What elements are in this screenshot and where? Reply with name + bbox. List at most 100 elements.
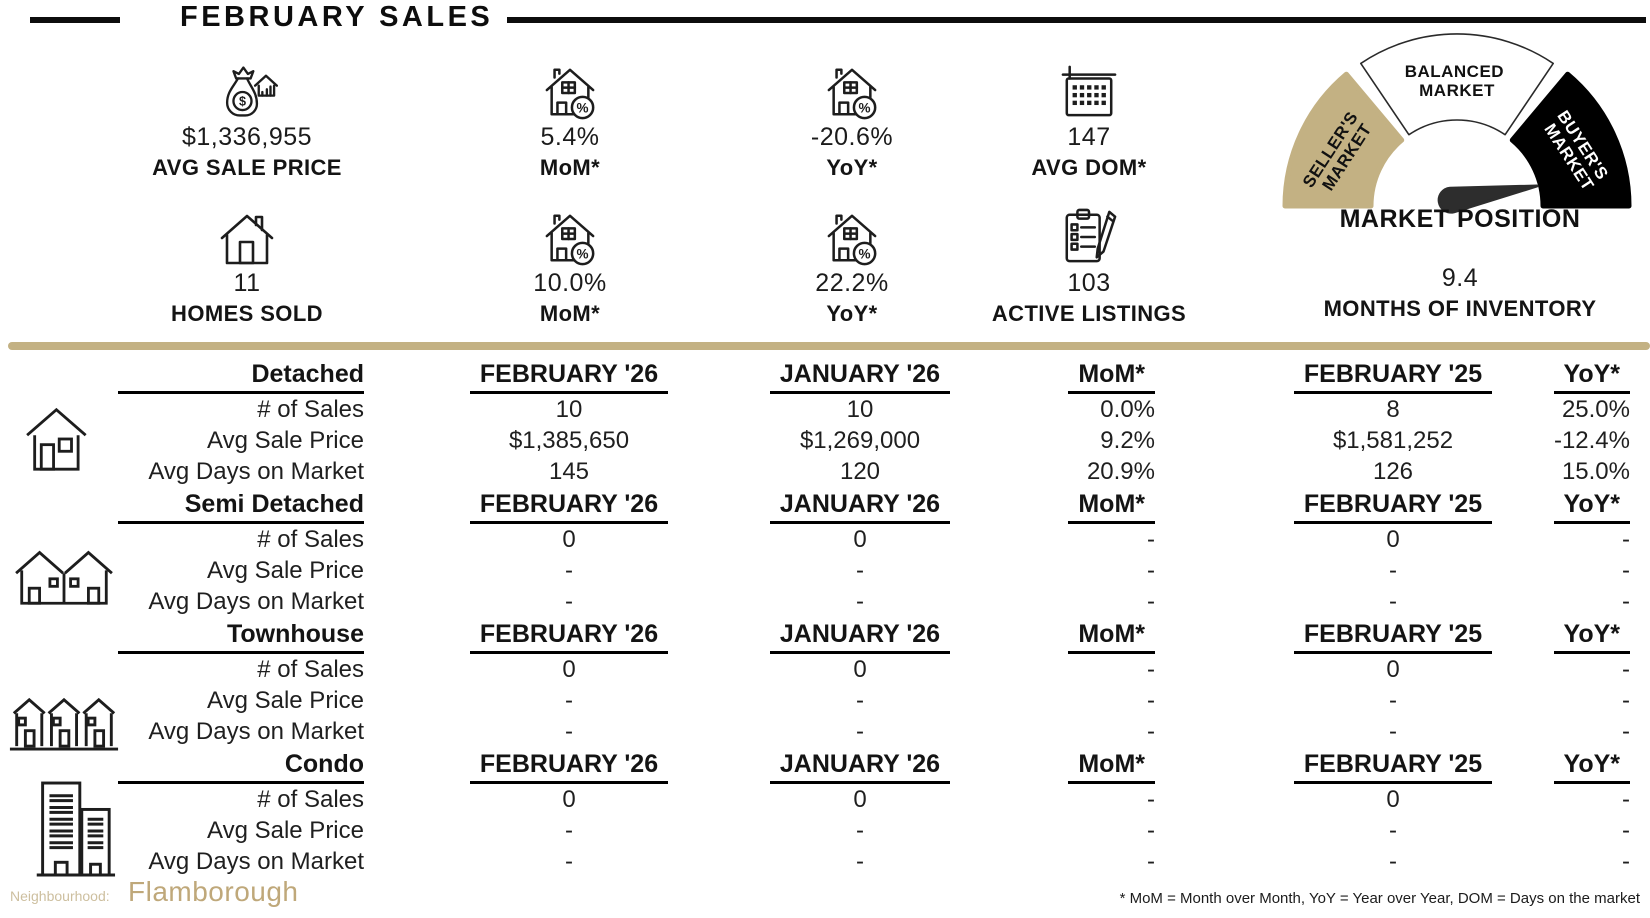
svg-text:%: % [577, 246, 589, 261]
stat-price-mom: % 5.4% MoM* [410, 66, 730, 181]
table-cell: 145 [548, 458, 590, 485]
table-cell: 120 [839, 458, 881, 485]
buyers-market-segment [1509, 71, 1632, 209]
table-cell: 0 [853, 785, 867, 813]
table-cell: - [1622, 525, 1630, 553]
table-cell: 0 [853, 655, 867, 683]
stat-value: 9.4 [1441, 264, 1479, 292]
section-name: Detached [118, 360, 364, 394]
stat-value: 147 [1067, 123, 1111, 151]
stat-price-yoy: % -20.6% YoY* [692, 66, 1012, 181]
house-percent-icon: % [410, 212, 730, 266]
stat-label: YoY* [826, 301, 878, 326]
column-header: JANUARY '26 [769, 620, 951, 654]
column-header: MoM* [1068, 620, 1155, 654]
table-cell: - [856, 848, 864, 875]
page-title: FEBRUARY SALES [180, 1, 494, 33]
table-cell: - [1389, 556, 1397, 584]
column-header: YoY* [1553, 620, 1630, 654]
table-cell: - [856, 588, 864, 615]
row-label: Avg Sale Price [207, 816, 364, 844]
table-cell: - [1622, 848, 1630, 875]
row-label: # of Sales [257, 525, 364, 553]
table-cell: 10 [555, 395, 583, 423]
condo-icon [36, 781, 116, 877]
table-cell: - [1622, 718, 1630, 745]
row-label: Avg Sale Price [207, 556, 364, 584]
table-cell: - [1622, 588, 1630, 615]
house-percent-icon: % [410, 66, 730, 120]
detached-house-icon [26, 407, 87, 471]
sales-breakdown-table: Detached FEBRUARY '26 JANUARY '26 MoM* F… [0, 358, 1650, 878]
calendar-icon [929, 65, 1249, 120]
money-bag-house-icon: $ [87, 66, 407, 120]
table-cell: - [1147, 588, 1155, 615]
column-header: FEBRUARY '25 [1293, 490, 1493, 524]
svg-text:%: % [577, 100, 589, 115]
stat-label: MONTHS OF INVENTORY [1323, 296, 1597, 321]
table-cell: - [565, 816, 573, 844]
table-section-semi-detached: Semi Detached FEBRUARY '26 JANUARY '26 M… [0, 488, 1650, 618]
table-cell: - [565, 588, 573, 615]
section-divider [8, 342, 1650, 350]
table-section-detached: Detached FEBRUARY '26 JANUARY '26 MoM* F… [0, 358, 1650, 488]
column-header: MoM* [1068, 490, 1155, 524]
row-label: # of Sales [257, 655, 364, 683]
sellers-market-segment [1282, 71, 1405, 209]
column-header: YoY* [1553, 750, 1630, 784]
stat-value: 103 [1067, 269, 1111, 297]
column-header: MoM* [1068, 360, 1155, 394]
table-cell: - [856, 718, 864, 745]
table-cell: 0 [1386, 785, 1400, 813]
table-cell: - [1389, 816, 1397, 844]
stat-value: -20.6% [810, 123, 894, 151]
table-cell: 8 [1386, 395, 1400, 423]
table-cell: 0 [1386, 655, 1400, 683]
table-cell: - [1147, 816, 1155, 844]
table-cell: 0.0% [1100, 395, 1155, 423]
column-header: JANUARY '26 [769, 490, 951, 524]
column-header: JANUARY '26 [769, 750, 951, 784]
balanced-market-segment [1360, 33, 1554, 136]
table-cell: - [1147, 718, 1155, 745]
table-cell: 0 [562, 785, 576, 813]
table-cell: - [1622, 655, 1630, 683]
semi-detached-icon [15, 550, 113, 605]
stat-value: 10.0% [533, 269, 607, 297]
table-cell: - [1147, 686, 1155, 714]
stat-label: AVG SALE PRICE [152, 155, 342, 180]
table-cell: 20.9% [1086, 458, 1155, 485]
table-cell: - [1389, 718, 1397, 745]
house-percent-icon: % [692, 212, 1012, 266]
column-header: MoM* [1068, 750, 1155, 784]
row-label: Avg Days on Market [148, 458, 364, 485]
table-cell: - [1147, 556, 1155, 584]
neighbourhood-label: Neighbourhood: [10, 888, 110, 904]
stat-active-listings: 103 ACTIVE LISTINGS [929, 208, 1249, 327]
balanced-market-label: BALANCED MARKET [1405, 62, 1510, 100]
stat-value: 11 [233, 269, 261, 297]
table-cell: - [565, 718, 573, 745]
column-header: FEBRUARY '25 [1293, 360, 1493, 394]
table-cell: - [565, 556, 573, 584]
table-cell: 0 [853, 525, 867, 553]
table-cell: - [1389, 686, 1397, 714]
table-cell: - [1147, 655, 1155, 683]
stat-value: $1,336,955 [181, 123, 313, 151]
stat-sold-yoy: % 22.2% YoY* [692, 212, 1012, 327]
stat-avg-dom: 147 AVG DOM* [929, 65, 1249, 181]
house-icon [87, 212, 407, 266]
section-name: Semi Detached [118, 490, 364, 524]
column-header: YoY* [1553, 490, 1630, 524]
stat-months-of-inventory: 9.4 MONTHS OF INVENTORY [1280, 264, 1640, 322]
table-cell: $1,385,650 [508, 426, 630, 454]
townhouse-icon [9, 697, 119, 751]
market-position-gauge: SELLER'S MARKET BALANCED MARKET BUYER'S … [1270, 28, 1650, 240]
house-percent-icon: % [692, 66, 1012, 120]
table-cell: - [1147, 525, 1155, 553]
row-label: Avg Sale Price [207, 426, 364, 454]
row-label: # of Sales [257, 785, 364, 813]
stat-label: HOMES SOLD [171, 301, 323, 326]
column-header: FEBRUARY '26 [469, 620, 669, 654]
